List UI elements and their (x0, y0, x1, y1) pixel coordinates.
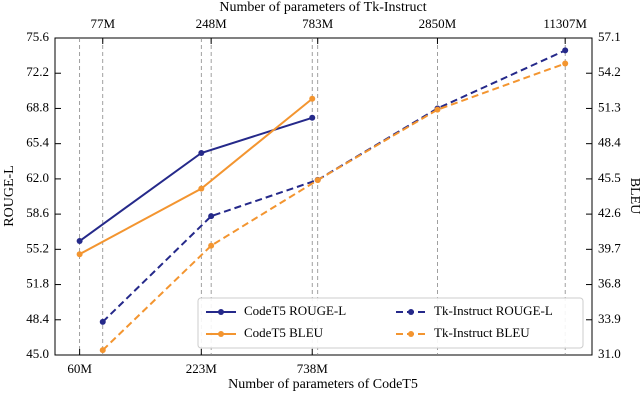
series-line (102, 49, 566, 323)
y2-axis-label: BLEU (627, 178, 640, 215)
y-tick-label: 58.6 (26, 205, 49, 220)
x-tick-label: 60M (67, 361, 92, 376)
legend-marker (408, 309, 414, 315)
data-point (208, 242, 215, 249)
y-tick-label: 48.4 (598, 135, 621, 150)
x2-axis-label: Number of parameters of Tk-Instruct (219, 0, 426, 15)
y-tick-label: 51.8 (26, 276, 49, 291)
data-point (562, 47, 569, 54)
data-point (99, 347, 106, 354)
y-tick-label: 45.5 (598, 170, 621, 185)
x-tick-label: 248M (196, 16, 228, 31)
data-point (309, 114, 316, 121)
data-point (198, 149, 205, 156)
y-tick-label: 68.8 (26, 99, 49, 114)
data-point (198, 185, 205, 192)
legend-label: Tk-Instruct BLEU (434, 325, 530, 340)
data-point (208, 213, 215, 220)
x-tick-label: 738M (297, 361, 329, 376)
y-tick-label: 54.2 (598, 64, 621, 79)
data-point (76, 251, 83, 258)
y-tick-label: 36.8 (598, 276, 621, 291)
x-tick-label: 783M (302, 16, 334, 31)
y-tick-label: 65.4 (26, 135, 49, 150)
data-point (434, 106, 441, 113)
x-tick-label: 11307M (543, 16, 587, 31)
x-tick-label: 77M (90, 16, 115, 31)
y-axis-label: ROUGE-L (2, 165, 17, 226)
y-tick-label: 51.3 (598, 99, 621, 114)
legend-label: Tk-Instruct ROUGE-L (434, 303, 553, 318)
data-point (314, 177, 321, 184)
y-tick-label: 72.2 (26, 64, 49, 79)
legend-marker (218, 309, 224, 315)
y-tick-label: 45.0 (26, 346, 49, 361)
y-tick-label: 42.6 (598, 205, 621, 220)
data-point (99, 318, 106, 325)
legend-label: CodeT5 ROUGE-L (244, 303, 346, 318)
data-point (562, 60, 569, 67)
x-axis-label: Number of parameters of CodeT5 (228, 377, 418, 392)
x-tick-label: 223M (186, 361, 218, 376)
y-tick-label: 75.6 (26, 29, 49, 44)
y-tick-label: 31.0 (598, 346, 621, 361)
legend-marker (408, 331, 414, 337)
y-tick-label: 33.9 (598, 311, 621, 326)
y-tick-label: 62.0 (26, 170, 49, 185)
x-tick-label: 2850M (419, 16, 457, 31)
legend-box (197, 297, 584, 349)
series-line (79, 116, 313, 242)
y-tick-label: 55.2 (26, 240, 49, 255)
data-point (309, 95, 316, 102)
legend-marker (218, 331, 224, 337)
series-line (79, 97, 313, 256)
data-point (76, 238, 83, 245)
y-tick-label: 48.4 (26, 311, 49, 326)
legend-label: CodeT5 BLEU (244, 325, 324, 340)
plot-frame (54, 37, 593, 356)
y-tick-label: 39.7 (598, 240, 621, 255)
y-tick-label: 57.1 (598, 29, 621, 44)
